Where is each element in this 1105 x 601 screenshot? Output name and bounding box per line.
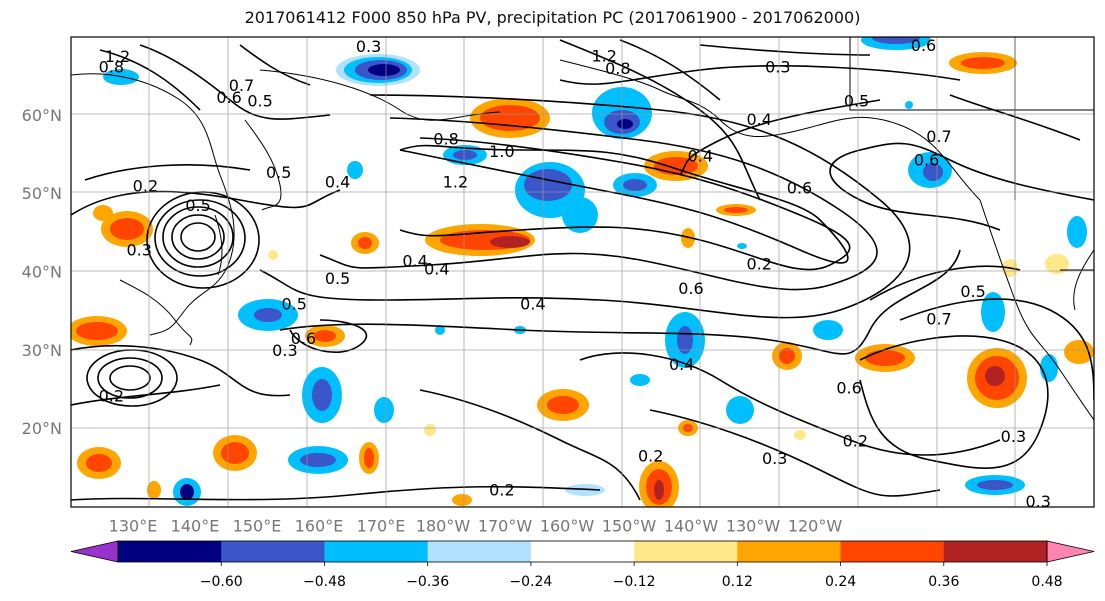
contour-label: 0.2 (843, 432, 868, 451)
map-panel: 1.20.80.70.60.50.40.30.20.31.20.80.30.60… (0, 36, 1094, 511)
contour-label: 0.3 (762, 449, 787, 468)
lon-label: 140°W (664, 517, 719, 536)
contour-label: 0.2 (638, 447, 663, 466)
colorbar-frame (117, 540, 1048, 563)
contour-label: 0.3 (1001, 427, 1026, 446)
contour-label: 0.8 (99, 57, 124, 76)
colorbar-swatch (840, 541, 945, 562)
colorbar (70, 540, 1095, 563)
contour-label: 0.4 (325, 172, 350, 191)
contour-label: 1.0 (489, 142, 514, 161)
colorbar-extend-low (70, 540, 119, 563)
lon-label: 170°W (478, 517, 533, 536)
contour-label: 0.8 (433, 129, 458, 148)
colorbar-tick-label: 0.36 (928, 574, 959, 590)
lat-label: 30°N (22, 341, 62, 360)
contour-label: 0.5 (185, 196, 210, 215)
latitude-labels: 60°N 50°N 40°N 30°N 20°N (22, 106, 62, 438)
contour-label: 0.7 (926, 127, 951, 146)
contour-label: 0.2 (133, 176, 158, 195)
colorbar-tick-label: −0.36 (406, 574, 449, 590)
contour-label: 0.5 (281, 295, 306, 314)
colorbar-tick-label: −0.24 (509, 574, 552, 590)
contour-label: 0.5 (960, 282, 985, 301)
colorbar-swatch (118, 541, 222, 562)
contour-label: 0.4 (402, 252, 427, 271)
colorbar-tick-label: 0.24 (825, 574, 856, 590)
colorbar-tick-label: −0.48 (303, 574, 346, 590)
lon-label: 170°E (357, 517, 406, 536)
lon-label: 150°W (602, 517, 657, 536)
lat-label: 50°N (22, 184, 62, 203)
colorbar-tick-label: −0.60 (200, 574, 243, 590)
contour-label: 0.3 (356, 37, 381, 56)
contour-label: 1.2 (591, 46, 616, 65)
contour-label: 0.3 (126, 241, 151, 260)
contour-label: 0.7 (926, 310, 951, 329)
contour-label: 0.4 (669, 355, 694, 374)
colorbar-tick-labels: −0.60 −0.48 −0.36 −0.24 −0.12 0.12 0.24 0.36 0.4… (200, 562, 1063, 590)
precipitation-shading (71, 37, 1094, 507)
contour-label: 0.6 (911, 36, 936, 55)
lon-label: 180°W (416, 517, 471, 536)
contour-label: 0.4 (520, 295, 545, 314)
contour-label: 0.4 (424, 259, 449, 278)
colorbar-swatch (427, 541, 532, 562)
map-frame (70, 36, 1095, 508)
pv-contours (71, 39, 1094, 501)
lon-label: 160°W (540, 517, 595, 536)
contour-label: 0.7 (229, 76, 254, 95)
lon-label: 150°E (233, 517, 282, 536)
contour-label: 0.5 (266, 163, 291, 182)
contour-label: 1.2 (105, 47, 130, 66)
contour-label: 0.3 (272, 341, 297, 360)
map-title: 2017061412 F000 850 hPa PV, precipitatio… (244, 8, 861, 27)
map-background (71, 37, 1094, 507)
contour-label: 0.6 (787, 179, 812, 198)
contour-label: 0.4 (0, 89, 12, 108)
graticule (71, 37, 1094, 507)
contour-label: 0.6 (678, 279, 703, 298)
contour-label: 0.4 (746, 110, 771, 129)
contour-label: 0.6 (836, 378, 861, 397)
contour-label: 1.2 (443, 172, 468, 191)
contour-label: 0.2 (746, 255, 771, 274)
colorbar-swatch (737, 541, 842, 562)
coastlines (71, 37, 1094, 421)
lon-label: 140°E (171, 517, 220, 536)
colorbar-swatch (943, 541, 1048, 562)
colorbar-swatch (324, 541, 429, 562)
contour-label: 0.3 (1025, 492, 1050, 511)
contour-label: 0.5 (844, 92, 869, 111)
contour-labels: 1.20.80.70.60.50.40.30.20.31.20.80.30.60… (0, 36, 1051, 511)
contour-label: 0.2 (99, 386, 124, 405)
contour-label: 0.6 (914, 150, 939, 169)
lon-label: 160°E (295, 517, 344, 536)
lat-label: 20°N (22, 419, 62, 438)
contour-label: 0.6 (216, 88, 241, 107)
contour-label: 0.2 (489, 480, 514, 499)
colorbar-swatch (221, 541, 325, 562)
lon-label: 130°E (109, 517, 158, 536)
colorbar-swatch (530, 541, 635, 562)
lon-label: 130°W (726, 517, 781, 536)
longitude-labels: 130°E 140°E 150°E 160°E 170°E 180°W 170°W 160°W… (109, 517, 843, 536)
contour-label-bg (0, 90, 13, 106)
colorbar-tick-label: 0.48 (1031, 574, 1062, 590)
colorbar-swatch (634, 541, 738, 562)
contour-label: 0.6 (291, 329, 316, 348)
contour-label: 0.3 (765, 57, 790, 76)
colorbar-extend-high (1046, 540, 1095, 563)
colorbar-tick-label: −0.12 (613, 574, 656, 590)
colorbar-tick-label: 0.12 (722, 574, 753, 590)
contour-label: 0.5 (247, 92, 272, 111)
contour-label: 0.4 (688, 147, 713, 166)
contour-label: 0.8 (605, 59, 630, 78)
lat-label: 60°N (22, 106, 62, 125)
lon-label: 120°W (788, 517, 843, 536)
lat-label: 40°N (22, 263, 62, 282)
contour-label: 0.5 (325, 269, 350, 288)
